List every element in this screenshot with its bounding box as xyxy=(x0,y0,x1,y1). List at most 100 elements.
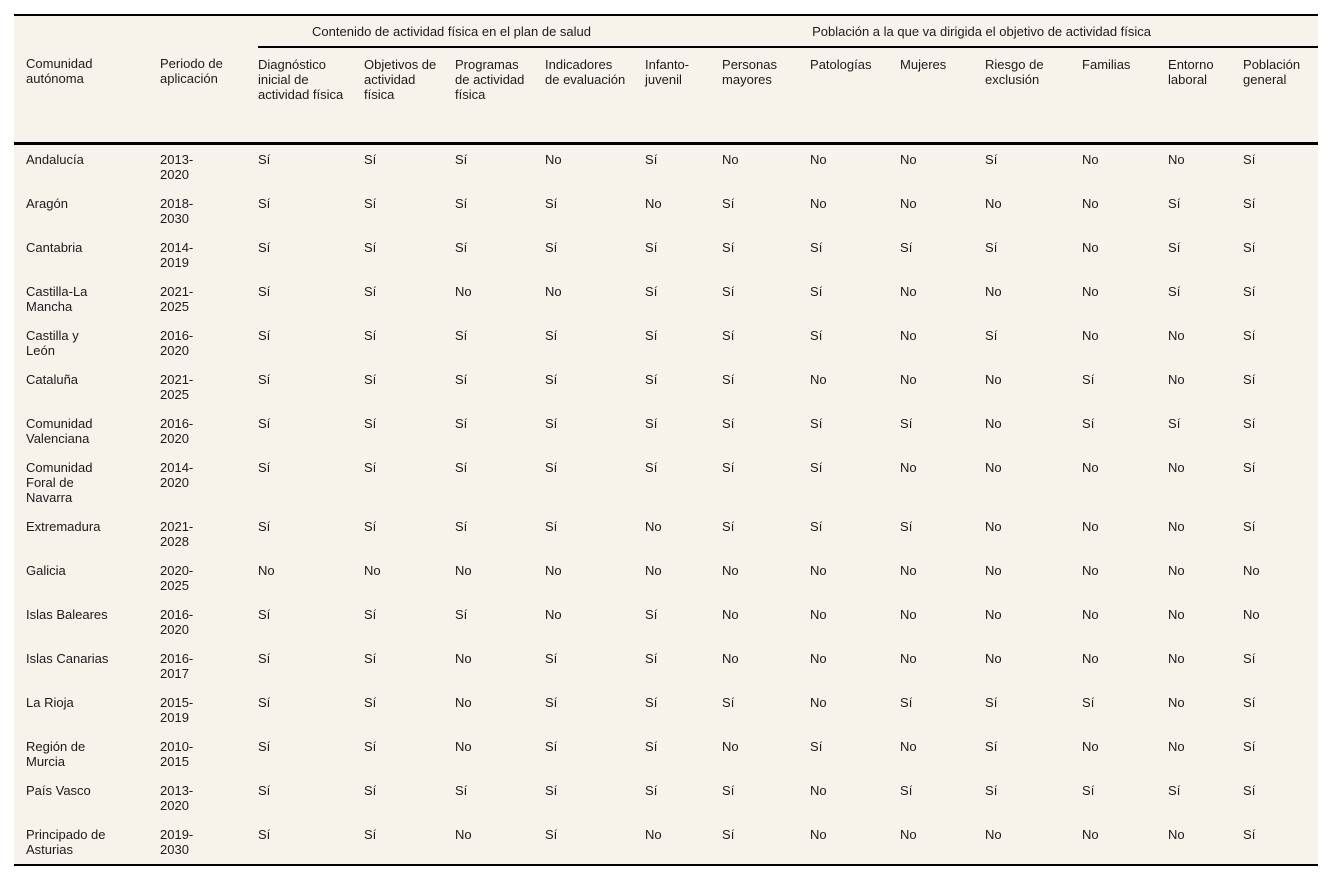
value-infanto-juvenil: Sí xyxy=(645,606,658,622)
value-mujeres: Sí xyxy=(900,239,913,255)
col-header-familias: Familias xyxy=(1082,47,1169,145)
value-personas-mayores: Sí xyxy=(722,459,735,475)
value-patologias: No xyxy=(810,562,827,578)
value-diagnostico-inicial: Sí xyxy=(258,151,271,167)
period-cell: 2020- 2025 xyxy=(160,562,194,593)
value-infanto-juvenil: Sí xyxy=(645,415,658,431)
value-objetivos: Sí xyxy=(364,283,377,299)
value-patologias: No xyxy=(810,371,827,387)
value-personas-mayores: No xyxy=(722,562,739,578)
value-patologias: Sí xyxy=(810,738,823,754)
value-mujeres: No xyxy=(900,606,917,622)
table-row: Cataluña 2021- 2025 Sí Sí Sí Sí Sí Sí No No No Sí No S… xyxy=(14,365,1318,409)
value-entorno-laboral: No xyxy=(1168,518,1185,534)
value-poblacion-general: Sí xyxy=(1243,371,1256,387)
value-objetivos: Sí xyxy=(364,738,377,754)
value-objetivos: Sí xyxy=(364,239,377,255)
period-cell: 2014- 2020 xyxy=(160,459,194,490)
value-programas: Sí xyxy=(455,239,468,255)
value-entorno-laboral: No xyxy=(1168,459,1185,475)
value-patologias: Sí xyxy=(810,327,823,343)
col-header-mujeres: Mujeres xyxy=(900,47,986,145)
value-familias: No xyxy=(1082,151,1099,167)
period-cell: 2016- 2020 xyxy=(160,415,194,446)
value-riesgo-exclusion: Sí xyxy=(985,782,998,798)
value-familias: Sí xyxy=(1082,415,1095,431)
community-name: La Rioja xyxy=(26,694,74,710)
value-indicadores: Sí xyxy=(545,371,558,387)
value-indicadores: Sí xyxy=(545,518,558,534)
period-cell: 2021- 2028 xyxy=(160,518,194,549)
value-objetivos: Sí xyxy=(364,151,377,167)
col-header-entorno-laboral: Entorno laboral xyxy=(1168,47,1244,145)
table-row: Castilla y León 2016- 2020 Sí Sí Sí Sí Sí Sí Sí No… xyxy=(14,321,1318,365)
value-infanto-juvenil: Sí xyxy=(645,650,658,666)
community-name: País Vasco xyxy=(26,782,91,798)
value-programas: Sí xyxy=(455,782,468,798)
value-poblacion-general: Sí xyxy=(1243,459,1256,475)
group-header-contenido: Contenido de actividad física en el plan… xyxy=(258,15,646,48)
value-mujeres: No xyxy=(900,327,917,343)
value-programas: No xyxy=(455,283,472,299)
col-header-objetivos: Objetivos de actividad física xyxy=(364,47,455,145)
value-patologias: No xyxy=(810,606,827,622)
value-diagnostico-inicial: Sí xyxy=(258,195,271,211)
value-personas-mayores: Sí xyxy=(722,195,735,211)
value-diagnostico-inicial: Sí xyxy=(258,518,271,534)
value-riesgo-exclusion: Sí xyxy=(985,239,998,255)
value-infanto-juvenil: Sí xyxy=(645,738,658,754)
value-indicadores: Sí xyxy=(545,826,558,842)
value-riesgo-exclusion: No xyxy=(985,371,1002,387)
value-indicadores: Sí xyxy=(545,195,558,211)
value-mujeres: Sí xyxy=(900,518,913,534)
value-infanto-juvenil: Sí xyxy=(645,459,658,475)
value-infanto-juvenil: Sí xyxy=(645,694,658,710)
value-programas: Sí xyxy=(455,606,468,622)
value-poblacion-general: Sí xyxy=(1243,151,1256,167)
value-infanto-juvenil: No xyxy=(645,826,662,842)
value-riesgo-exclusion: No xyxy=(985,562,1002,578)
col-header-poblacion-general: Población general xyxy=(1243,47,1319,145)
period-cell: 2014- 2019 xyxy=(160,239,194,270)
value-programas: Sí xyxy=(455,518,468,534)
value-familias: No xyxy=(1082,650,1099,666)
value-patologias: Sí xyxy=(810,518,823,534)
value-patologias: Sí xyxy=(810,459,823,475)
community-name: Andalucía xyxy=(26,151,84,167)
value-riesgo-exclusion: Sí xyxy=(985,327,998,343)
value-familias: No xyxy=(1082,195,1099,211)
value-programas: Sí xyxy=(455,327,468,343)
col-header-indicadores: Indicadores de evaluación xyxy=(545,47,646,145)
community-name: Comunidad Valenciana xyxy=(26,415,93,446)
period-cell: 2013- 2020 xyxy=(160,782,194,813)
value-riesgo-exclusion: No xyxy=(985,415,1002,431)
value-poblacion-general: Sí xyxy=(1243,239,1256,255)
period-cell: 2021- 2025 xyxy=(160,283,194,314)
value-entorno-laboral: Sí xyxy=(1168,782,1181,798)
community-name: Extremadura xyxy=(26,518,101,534)
value-objetivos: No xyxy=(364,562,381,578)
value-objetivos: Sí xyxy=(364,650,377,666)
value-objetivos: Sí xyxy=(364,371,377,387)
col-header-diagnostico-inicial: Diagnóstico inicial de actividad física xyxy=(258,47,364,145)
value-riesgo-exclusion: Sí xyxy=(985,738,998,754)
value-personas-mayores: No xyxy=(722,738,739,754)
value-programas: No xyxy=(455,826,472,842)
value-objetivos: Sí xyxy=(364,327,377,343)
community-name: Islas Canarias xyxy=(26,650,109,666)
value-infanto-juvenil: Sí xyxy=(645,782,658,798)
value-poblacion-general: Sí xyxy=(1243,195,1256,211)
value-objetivos: Sí xyxy=(364,195,377,211)
value-objetivos: Sí xyxy=(364,518,377,534)
value-entorno-laboral: Sí xyxy=(1168,195,1181,211)
col-header-programas: Programas de actividad física xyxy=(455,47,545,145)
value-familias: No xyxy=(1082,826,1099,842)
value-familias: Sí xyxy=(1082,371,1095,387)
value-objetivos: Sí xyxy=(364,826,377,842)
value-riesgo-exclusion: Sí xyxy=(985,694,998,710)
value-indicadores: No xyxy=(545,283,562,299)
value-poblacion-general: Sí xyxy=(1243,283,1256,299)
value-entorno-laboral: No xyxy=(1168,606,1185,622)
value-patologias: No xyxy=(810,694,827,710)
